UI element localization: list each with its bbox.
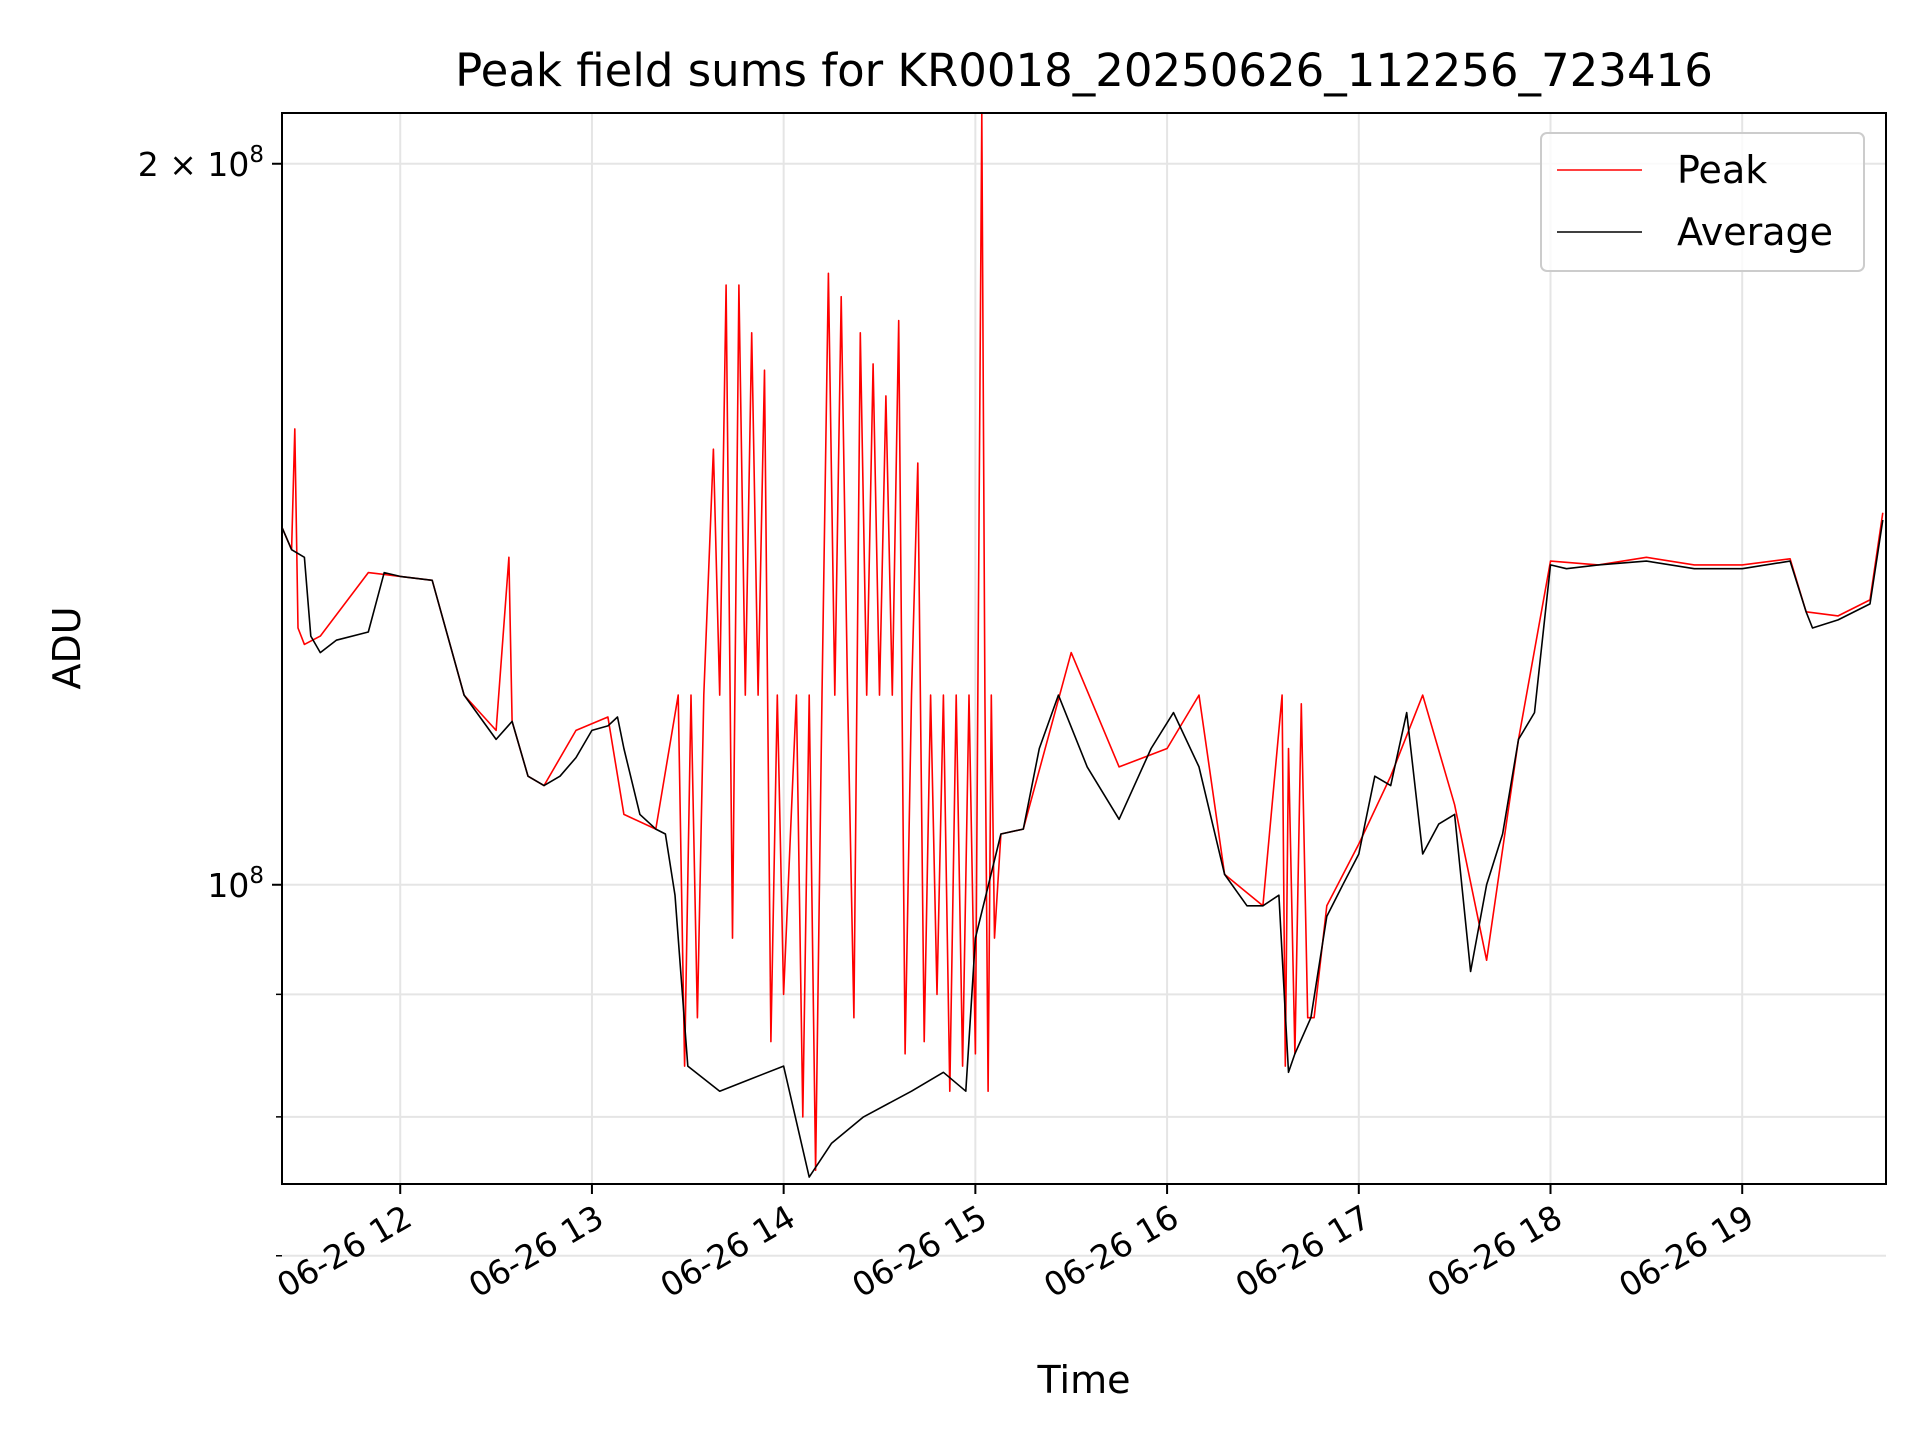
y-tick-exponent: 8	[249, 863, 264, 889]
grid	[282, 113, 1886, 1257]
legend-average-label: Average	[1677, 210, 1833, 254]
y-tick-label: 2 × 108	[138, 142, 264, 184]
y-tick-exponent: 8	[249, 142, 264, 168]
y-tick-label: 108	[207, 863, 264, 905]
chart-title: Peak field sums for KR0018_20250626_1122…	[455, 44, 1713, 97]
legend: Peak Average	[1540, 132, 1865, 272]
legend-box	[1540, 132, 1865, 272]
y-tick-base: 2 × 10	[138, 145, 250, 184]
x-axis-label: Time	[1037, 1358, 1131, 1402]
series-line-average	[281, 519, 1884, 1178]
series-layer	[281, 112, 1884, 1178]
series-line-peak	[281, 112, 1884, 1171]
y-tick-base: 10	[207, 866, 249, 905]
plot-frame	[281, 112, 1887, 1185]
legend-peak-label: Peak	[1677, 148, 1767, 192]
y-axis-label: ADU	[45, 606, 89, 689]
